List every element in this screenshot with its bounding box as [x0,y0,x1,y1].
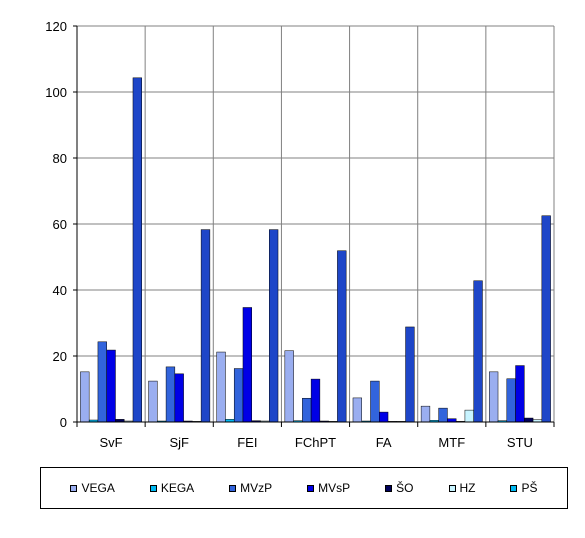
y-tick-label: 0 [60,415,67,430]
legend-item: HZ [448,481,476,495]
legend-label: KEGA [160,481,195,495]
legend-item: KEGA [149,481,195,495]
bar-MVzP-SjF [165,366,176,423]
y-tick-label: 120 [45,19,67,34]
x-axis-tick-labels: SvF SjF FEI FChPT FA MTF STU [100,435,533,450]
legend-swatch [307,484,315,492]
legend-label: PŠ [521,481,538,495]
y-tick-label: 60 [53,217,67,232]
bar-VEGA-FEI [216,351,226,423]
legend-swatch [510,484,518,492]
bar-MVsP-FChPT [310,378,321,423]
bar-PŠ-FChPT [337,250,347,423]
bar-MVzP-FChPT [302,397,312,423]
legend-swatch [149,484,157,492]
bar-MVsP-FEI [242,307,252,423]
bar-PŠ-FEI [269,229,279,423]
legend-label: MVsP [318,481,351,495]
axes [73,25,555,427]
y-tick-label: 40 [53,283,67,298]
bar-MVzP-FA [370,380,380,423]
bar-MVsP-STU [515,365,525,423]
legend-item: MVsP [307,481,350,495]
x-tick-label: STU [507,435,533,450]
bar-PŠ-SjF [200,229,211,423]
legend-swatch [385,484,393,492]
x-tick-label: FEI [237,435,257,450]
bar-HZ-MTF [464,409,474,423]
bar-MVzP-STU [506,378,516,423]
legend-label: VEGA [81,481,115,495]
x-tick-label: SjF [169,435,189,450]
legend-item: ŠO [385,481,414,495]
y-tick-label: 100 [45,85,67,100]
x-tick-label: FChPT [295,435,336,450]
bar-PŠ-SvF [132,77,142,423]
bar-chart: 0 20 40 60 80 100 120 SvF SjF FEI FChPT FA MTF STU [45,19,555,450]
bar-MVsP-FA [379,411,389,423]
x-tick-label: SvF [100,435,123,450]
x-tick-label: MTF [438,435,465,450]
bar-MVzP-SvF [97,341,107,423]
bar-PŠ-MTF [473,280,483,423]
bar-VEGA-STU [489,371,499,423]
bar-PŠ-STU [541,215,551,423]
legend-swatch [229,484,237,492]
legend-label: HZ [459,481,476,495]
bar-ŠO-STU [524,417,534,423]
bar-VEGA-FA [352,397,362,423]
grid-lines [77,25,555,422]
legend-item: MVzP [229,481,272,495]
bar-PŠ-FA [405,326,415,423]
legend-item: VEGA [70,481,115,495]
legend-swatch [70,484,78,492]
y-tick-label: 20 [53,349,67,364]
bar-VEGA-FChPT [284,350,294,423]
legend-label: ŠO [396,481,414,495]
bars [80,77,551,423]
bar-VEGA-SvF [80,371,90,423]
bar-VEGA-SjF [148,380,158,423]
bar-MVsP-SjF [174,373,184,423]
y-tick-label: 80 [53,151,67,166]
legend-item: PŠ [510,481,538,495]
bar-MVsP-SvF [106,349,116,423]
y-axis-tick-labels: 0 20 40 60 80 100 120 [45,19,67,430]
legend-label: MVzP [240,481,273,495]
x-tick-label: FA [376,435,392,450]
bar-MVzP-FEI [233,368,244,423]
legend-swatch [448,484,456,492]
bar-VEGA-MTF [420,405,431,423]
bar-MVzP-MTF [438,407,448,423]
legend: VEGA KEGA MVzP MVsP ŠO HZ PŠ [40,467,568,509]
